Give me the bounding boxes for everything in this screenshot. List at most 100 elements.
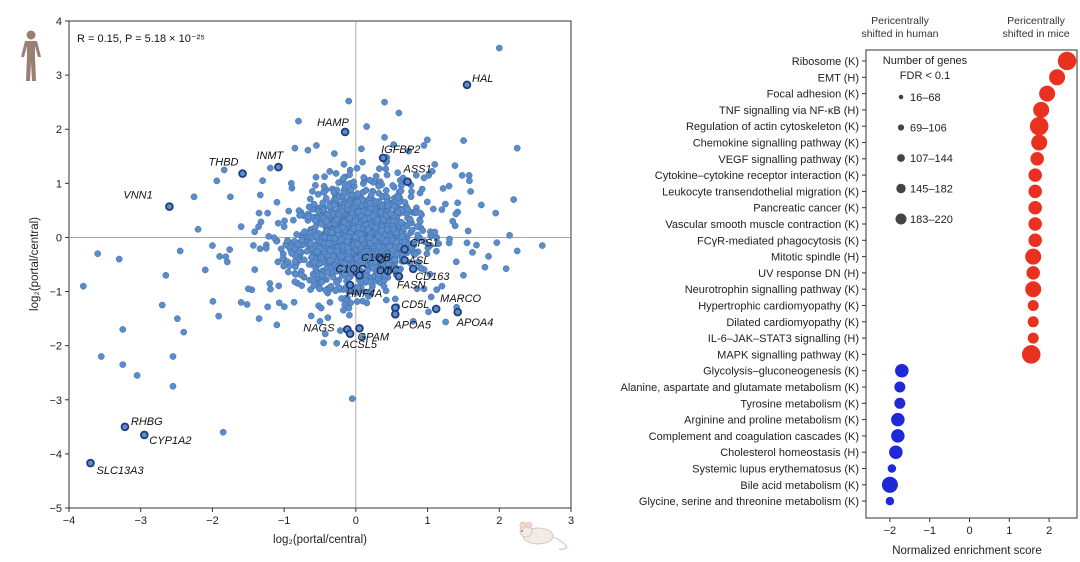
scatter-point bbox=[284, 268, 292, 276]
gene-label-marco: MARCO bbox=[440, 293, 481, 305]
scatter-point bbox=[454, 199, 461, 207]
gene-label-otc: OTC bbox=[376, 265, 399, 277]
scatter-point bbox=[340, 189, 348, 197]
scatter-point bbox=[267, 285, 274, 293]
scatter-point bbox=[319, 199, 327, 207]
labeled-point-marco bbox=[431, 304, 441, 314]
gene-label-hamp: HAMP bbox=[317, 117, 349, 129]
scatter-point bbox=[358, 235, 366, 243]
labeled-point-c1qc bbox=[355, 271, 364, 280]
x-tick-label: 2 bbox=[496, 515, 502, 527]
enrichment-dot bbox=[1029, 116, 1049, 136]
scatter-outlier-point bbox=[201, 266, 209, 274]
scatter-outlier-point bbox=[316, 317, 324, 325]
y-tick-label: 3 bbox=[56, 70, 62, 82]
scatter-point bbox=[345, 274, 353, 282]
enrichment-plot-frame bbox=[865, 49, 1078, 519]
scatter-point bbox=[306, 195, 314, 203]
scatter-point bbox=[360, 174, 368, 181]
scatter-point bbox=[266, 164, 274, 172]
scatter-point bbox=[452, 210, 460, 218]
y-tick-label: −5 bbox=[49, 503, 62, 515]
labeled-point-acsl5 bbox=[345, 329, 355, 339]
term-label: TNF signalling via NF-κB (H) bbox=[719, 105, 859, 117]
labeled-point-apoa4 bbox=[453, 307, 462, 317]
scatter-point bbox=[351, 217, 359, 225]
enrichment-dot bbox=[894, 381, 906, 393]
y-tick-label: 0 bbox=[56, 232, 62, 244]
scatter-point bbox=[419, 227, 427, 234]
scatter-point bbox=[327, 247, 334, 254]
scatter-outlier-point bbox=[209, 242, 216, 249]
labeled-point-asl bbox=[400, 255, 409, 265]
scatter-point bbox=[372, 224, 379, 232]
scatter-point bbox=[400, 224, 408, 232]
scatter-outlier-point bbox=[280, 223, 288, 230]
scatter-point bbox=[343, 238, 351, 245]
scatter-point bbox=[350, 225, 357, 233]
scatter-point bbox=[317, 304, 325, 312]
enrichment-x-tick-label: 1 bbox=[1006, 525, 1012, 537]
scatter-outlier-point bbox=[295, 117, 302, 125]
gene-label-cps1: CPS1 bbox=[410, 237, 439, 249]
scatter-point bbox=[412, 171, 420, 179]
legend-size-dot bbox=[897, 124, 905, 131]
scatter-point bbox=[389, 182, 397, 189]
scatter-point bbox=[428, 167, 436, 175]
scatter-point bbox=[442, 200, 449, 208]
scatter-outlier-point bbox=[449, 217, 457, 225]
scatter-point bbox=[413, 285, 421, 293]
scatter-x-axis-label: log₂(portal/central) bbox=[273, 534, 367, 546]
scatter-point bbox=[354, 240, 361, 248]
enrichment-dot bbox=[891, 429, 905, 443]
scatter-outlier-point bbox=[478, 201, 485, 209]
scatter-point bbox=[383, 193, 391, 201]
scatter-point bbox=[321, 330, 329, 338]
enrichment-panel: −2 −1 0 1 2 Ribosome (K) EMT (H) Focal adhesio… bbox=[621, 15, 1078, 557]
gene-label-acsl5: ACSL5 bbox=[341, 339, 378, 351]
term-label: Bile acid metabolism (K) bbox=[740, 480, 859, 492]
scatter-outlier-points bbox=[79, 44, 546, 436]
x-tick-label: −1 bbox=[278, 515, 291, 527]
scatter-outlier-point bbox=[119, 361, 127, 368]
scatter-outlier-point bbox=[237, 299, 245, 306]
term-label: Leukocyte transendothelial migration (K) bbox=[662, 186, 859, 198]
scatter-outlier-point bbox=[169, 382, 177, 390]
gene-label-cd163: CD163 bbox=[415, 271, 450, 283]
scatter-outlier-point bbox=[510, 196, 517, 203]
x-tick-label: −3 bbox=[134, 515, 147, 527]
scatter-outlier-point bbox=[262, 244, 270, 252]
scatter-point bbox=[345, 304, 353, 312]
scatter-point bbox=[347, 186, 355, 194]
gene-label-hnf4a: HNF4A bbox=[346, 288, 382, 300]
scatter-plot-frame bbox=[68, 20, 572, 509]
scatter-outlier-point bbox=[133, 372, 141, 379]
scatter-point bbox=[215, 312, 223, 320]
legend-size-label: 16–68 bbox=[910, 92, 941, 104]
labeled-point-c1qb bbox=[376, 254, 386, 264]
scatter-point bbox=[438, 206, 446, 213]
enrichment-dot bbox=[1025, 281, 1042, 298]
scatter-outlier-point bbox=[259, 177, 266, 184]
gene-label-nags: NAGS bbox=[303, 322, 335, 334]
scatter-point bbox=[442, 318, 449, 326]
scatter-point bbox=[222, 253, 230, 261]
x-tick-label: 0 bbox=[353, 515, 359, 527]
gene-label-fasn: FASN bbox=[397, 279, 426, 291]
term-label: UV response DN (H) bbox=[758, 268, 859, 280]
gene-label-hal: HAL bbox=[472, 73, 493, 85]
scatter-point bbox=[364, 267, 371, 275]
labeled-point-hamp bbox=[340, 127, 350, 137]
labeled-point-apoa5 bbox=[390, 309, 400, 319]
scatter-point bbox=[357, 278, 364, 286]
scatter-outlier-point bbox=[348, 395, 356, 403]
labeled-point-hal bbox=[462, 80, 472, 90]
legend-title-line2: FDR < 0.1 bbox=[900, 70, 950, 82]
scatter-point bbox=[275, 299, 283, 307]
scatter-outlier-point bbox=[313, 142, 320, 149]
enrichment-term-labels: Ribosome (K) EMT (H) Focal adhesion (K) TNF… bbox=[621, 56, 866, 508]
scatter-point bbox=[251, 228, 259, 236]
